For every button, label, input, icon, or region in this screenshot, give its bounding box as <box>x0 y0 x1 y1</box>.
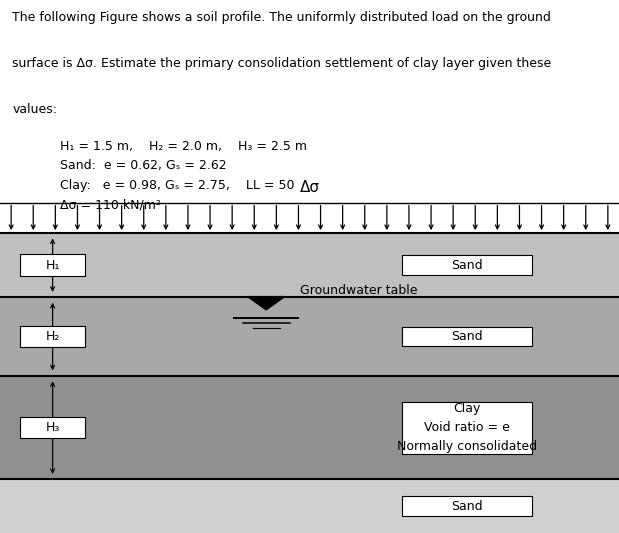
Text: The following Figure shows a soil profile. The uniformly distributed load on the: The following Figure shows a soil profil… <box>12 11 552 23</box>
Text: surface is Δσ. Estimate the primary consolidation settlement of clay layer given: surface is Δσ. Estimate the primary cons… <box>12 57 552 70</box>
Bar <box>0 233 619 297</box>
Bar <box>402 496 532 516</box>
Bar <box>402 402 532 454</box>
Bar <box>402 255 532 275</box>
Bar <box>402 327 532 346</box>
Bar <box>0 376 619 480</box>
Text: H₃: H₃ <box>45 421 60 434</box>
Polygon shape <box>248 296 285 310</box>
Bar <box>0 480 619 533</box>
Text: Groundwater table: Groundwater table <box>300 285 418 297</box>
Text: Sand: Sand <box>451 330 483 343</box>
Text: H₁ = 1.5 m,    H₂ = 2.0 m,    H₃ = 2.5 m
Sand:  e = 0.62, Gₛ = 2.62
Clay:   e = : H₁ = 1.5 m, H₂ = 2.0 m, H₃ = 2.5 m Sand:… <box>60 140 307 211</box>
Text: Sand: Sand <box>451 500 483 513</box>
Bar <box>20 326 85 348</box>
Text: Sand: Sand <box>451 259 483 272</box>
Text: Clay
Void ratio = e
Normally consolidated: Clay Void ratio = e Normally consolidate… <box>397 402 537 453</box>
Bar <box>0 297 619 376</box>
Bar <box>20 254 85 276</box>
Bar <box>20 417 85 438</box>
Text: H₁: H₁ <box>45 259 60 272</box>
Text: Δσ: Δσ <box>300 180 319 195</box>
Text: H₂: H₂ <box>45 330 60 343</box>
Text: values:: values: <box>12 103 58 116</box>
